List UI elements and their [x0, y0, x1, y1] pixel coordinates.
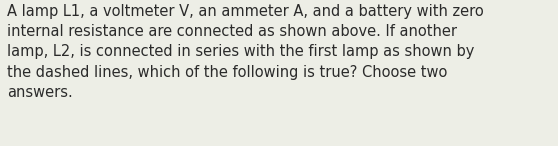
Text: A lamp L1, a voltmeter V, an ammeter A, and a battery with zero
internal resista: A lamp L1, a voltmeter V, an ammeter A, …: [7, 4, 484, 100]
